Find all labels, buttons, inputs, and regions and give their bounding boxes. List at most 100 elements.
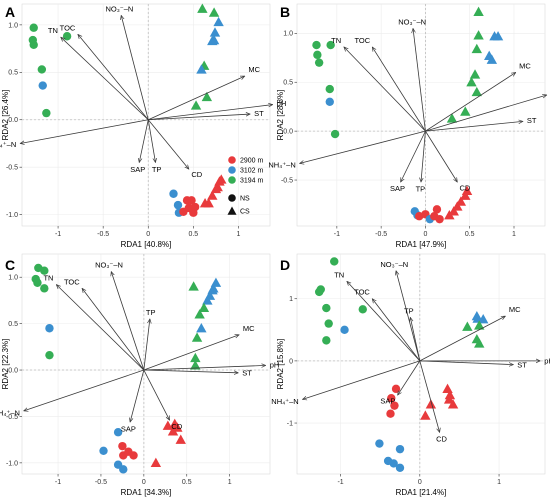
y-tick-label: 1 [289,296,293,303]
x-tick-label: -1 [337,479,343,486]
vector-label: ST [254,109,264,118]
x-tick-label: 0.5 [465,231,475,238]
point-ns-m2900 [386,409,395,418]
vector-label: SAP [380,396,395,405]
vector-arrow [413,28,426,132]
point-cs-m2900 [212,181,223,192]
point-ns-m3102 [173,200,183,210]
vector-label: NO₃⁻–N [380,260,408,269]
point-cs-m3194 [198,302,210,312]
point-cs-m3194 [466,77,477,87]
data-points [312,6,504,224]
y-tick-label: 1.0 [8,275,18,282]
point-cs-m3194 [462,321,473,331]
vector-arrow [121,15,149,120]
panel-letter: B [280,4,290,20]
vector-arrow [372,299,421,362]
vector-arrow [300,130,426,163]
point-ns-m3194 [45,350,54,360]
point-ns-m2900 [435,214,444,224]
legend-label: 2900 m [240,158,264,165]
vector-label: TN [331,36,341,45]
vector-label: SAP [130,165,145,174]
legend-label: 3102 m [240,168,264,175]
point-cs-m3194 [201,91,213,102]
vector-arrow [148,105,272,121]
point-cs-m3194 [188,281,199,291]
vector-label: TN [48,26,58,35]
x-axis-title: RDA1 [47.9%] [396,240,447,249]
legend-label: NS [240,196,250,203]
point-ns-m3194 [313,50,322,60]
y-tick-label: 1.0 [8,22,18,29]
data-points [28,3,227,217]
vector-arrow [419,316,506,362]
point-ns-m3102 [395,463,405,472]
point-ns-m3194 [314,58,324,67]
x-tick-label: 0 [142,479,146,486]
panel-b: B -1 -0.5 0 0.5 1 -0.5 0.0 0.5 1.0 RDA1 [47.9%] RDA… [268,3,550,249]
point-ns-m3194 [324,319,333,328]
vector-arrow [344,47,426,132]
point-ns-m3194 [29,40,38,49]
vector-arrow [303,360,420,400]
point-ns-m2900 [432,205,442,214]
env-vectors: NO₃⁻–N TN TOC TP MC ST pH NH₄⁺–N SAP CD [271,260,550,444]
point-ns-m3194 [312,40,321,50]
panel-c: C -1 -0.5 0 0.5 1 -1.0 -0.5 0.0 0.5 1.0 RDA1 [34.3%… [0,253,279,497]
point-cs-m3194 [474,320,485,330]
point-cs-m3102 [477,314,489,324]
vector-arrow [425,130,457,182]
vector-arrow [425,72,515,132]
vector-arrow [425,95,546,132]
x-axis-title: RDA1 [34.3%] [121,488,172,497]
panel-letter: C [5,257,15,273]
vector-arrow [398,360,421,395]
point-cs-m3102 [202,295,213,305]
vector-label: MC [243,324,255,333]
y-tick-label: 1.0 [283,31,293,38]
point-cs-m2900 [444,389,456,400]
vector-arrow [147,119,189,169]
point-cs-m3194 [190,360,201,370]
vector-label: TOC [354,288,370,297]
x-tick-label: -1 [55,479,61,486]
vector-arrow [139,119,149,163]
point-cs-m3194 [197,3,208,13]
point-ns-m2900 [387,393,396,403]
vector-arrow [78,34,149,120]
vector-arrow [347,281,421,362]
x-tick-label: -1 [334,231,340,238]
y-axis-title: RDA2 [15.8%] [276,339,285,390]
vector-label: NH₄⁺–N [271,397,298,406]
point-ns-m2900 [118,441,127,451]
data-points [31,263,222,474]
vector-label: TOC [354,36,370,45]
vector-label: CD [171,422,182,431]
vector-label: TOC [64,277,80,286]
x-tick-label: -0.5 [375,231,387,238]
x-tick-label: -0.5 [97,231,109,238]
point-cs-m2900 [452,201,463,211]
point-cs-m3102 [486,54,498,64]
point-cs-m3194 [474,338,485,348]
point-cs-m3194 [194,309,205,319]
point-cs-m3194 [191,332,203,342]
point-cs-m2900 [447,399,459,409]
vector-label: CD [191,170,202,179]
point-ns-m3194 [33,278,42,287]
x-tick-label: 1 [236,231,240,238]
vector-label: TP [416,184,426,193]
vector-label: TN [43,274,53,283]
point-ns-m3102 [119,465,128,474]
point-cs-m3102 [213,16,224,27]
vector-label: NH₄⁺–N [268,161,295,170]
legend-swatch-m3102 [228,166,236,174]
point-ns-m3194 [29,23,38,32]
vector-arrow [130,369,145,422]
point-ns-m2900 [187,196,196,205]
legend-label: 3194 m [240,178,264,185]
vector-arrow [82,288,145,371]
